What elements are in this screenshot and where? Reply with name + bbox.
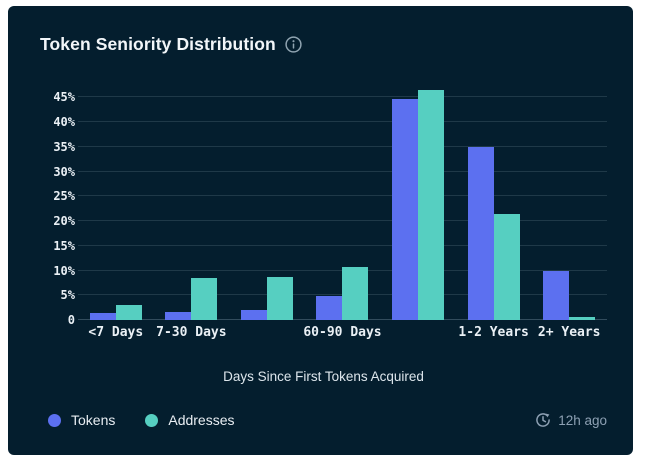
bar-tokens[interactable] [543,270,570,320]
gridline [78,121,607,123]
bar-group [456,84,532,320]
legend-item-addresses[interactable]: Addresses [145,412,235,428]
bar-tokens[interactable] [240,309,267,320]
y-tick-label: 10% [53,263,75,278]
y-tick-label: 35% [53,139,75,154]
bar-addresses[interactable] [493,213,520,320]
bar-tokens[interactable] [316,296,343,320]
chart-card: Token Seniority Distribution 0 5% 10% 15% 20… [8,6,633,455]
bar-tokens[interactable] [89,312,116,320]
bar-addresses[interactable] [342,267,369,320]
y-tick-label: 5% [60,288,75,303]
legend-dot-addresses [145,413,159,427]
y-tick-label: 20% [53,214,75,229]
bar-group [154,84,230,320]
bar-addresses[interactable] [115,305,142,320]
y-tick-label: 45% [53,90,75,105]
bar-addresses[interactable] [418,90,445,320]
info-icon[interactable] [285,35,302,53]
bar-tokens[interactable] [392,99,419,320]
x-tick-label: 60-90 Days [303,325,382,340]
bar-addresses[interactable] [569,316,596,320]
last-updated-text: 12h ago [558,412,607,428]
x-tick-label: 1-2 Years [458,325,529,340]
legend-item-tokens[interactable]: Tokens [48,412,115,428]
last-updated: 12h ago [535,412,607,428]
bar-group [380,84,456,320]
history-clock-icon [535,412,551,428]
legend-dot-tokens [48,413,61,427]
bar-addresses[interactable] [266,276,293,320]
bar-tokens[interactable] [467,146,494,320]
y-tick-label: 25% [53,189,75,204]
bar-group [78,84,154,320]
x-tick-label: 7-30 Days [156,325,227,340]
chart-body: 0 5% 10% 15% 20% 25% 30% 35% 40% 45% [40,84,607,326]
x-tick-label: <7 Days [88,325,144,340]
x-axis-title: Days Since First Tokens Acquired [223,369,424,384]
y-tick-label: 30% [53,164,75,179]
plot-area [78,84,607,320]
bar-group [531,84,607,320]
y-tick-label: 15% [53,238,75,253]
x-axis: <7 Days 7-30 Days 60-90 Days 1-2 Years 2+ Ye… [78,325,607,345]
bar-tokens[interactable] [165,311,192,320]
y-axis: 0 5% 10% 15% 20% 25% 30% 35% 40% 45% [40,84,78,326]
legend: Tokens Addresses [40,412,235,428]
bar-addresses[interactable] [191,278,218,320]
y-tick-label: 0 [67,313,75,327]
bar-group [305,84,381,320]
gridline [78,195,607,197]
gridline [78,220,607,222]
gridline [78,244,607,246]
legend-label: Tokens [71,412,116,428]
y-tick-label: 40% [53,115,75,130]
legend-label: Addresses [168,412,235,428]
chart-header: Token Seniority Distribution [40,32,607,56]
x-tick-label: 2+ Years [537,325,601,340]
bar-group [229,84,305,320]
chart-footer: Tokens Addresses 12h ago [40,410,607,430]
chart-title: Token Seniority Distribution [40,33,276,54]
gridline [78,96,607,98]
gridline [78,145,607,147]
gridline [78,170,607,172]
